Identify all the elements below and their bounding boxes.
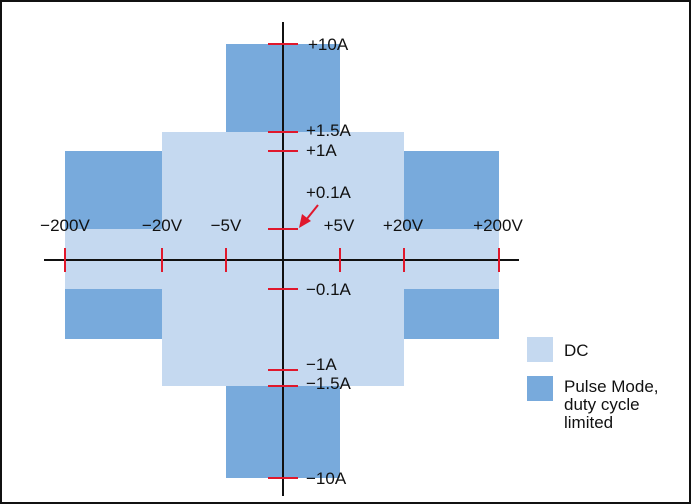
voltage-ticks (64, 248, 500, 272)
arrow-shaft (305, 204, 319, 221)
voltage-label-neg5: −5V (211, 216, 242, 235)
voltage-label-neg20: −20V (142, 216, 183, 235)
current-label-pos1: +1A (306, 141, 337, 160)
legend-label-pulse-line1: Pulse Mode, (564, 377, 659, 396)
current-label-pos0-1: +0.1A (306, 183, 352, 202)
legend: DC Pulse Mode, duty cycle limited (527, 337, 659, 432)
legend-swatch-pulse (527, 376, 553, 401)
current-label-pos10: +10A (308, 35, 349, 54)
current-label-neg1: −1A (306, 355, 337, 374)
current-label-neg1-5: −1.5A (306, 374, 352, 393)
current-labels: +10A +1.5A +1A +0.1A −0.1A −1A −1.5A −10… (306, 35, 352, 488)
voltage-label-pos200: +200V (473, 216, 523, 235)
legend-swatch-dc (527, 337, 553, 362)
legend-label-dc: DC (564, 341, 589, 360)
legend-label-pulse-line2: duty cycle (564, 395, 640, 414)
voltage-label-pos20: +20V (383, 216, 424, 235)
current-label-pos1-5: +1.5A (306, 121, 352, 140)
pointer-arrow (299, 204, 319, 228)
voltage-labels: −200V −20V −5V +5V +20V +200V (40, 216, 523, 235)
current-label-neg0-1: −0.1A (306, 280, 352, 299)
legend-label-pulse-line3: limited (564, 413, 613, 432)
current-ticks (268, 43, 298, 479)
arrow-head (299, 214, 311, 228)
voltage-label-neg200: −200V (40, 216, 90, 235)
voltage-label-pos5: +5V (324, 216, 355, 235)
current-label-neg10: −10A (306, 469, 347, 488)
